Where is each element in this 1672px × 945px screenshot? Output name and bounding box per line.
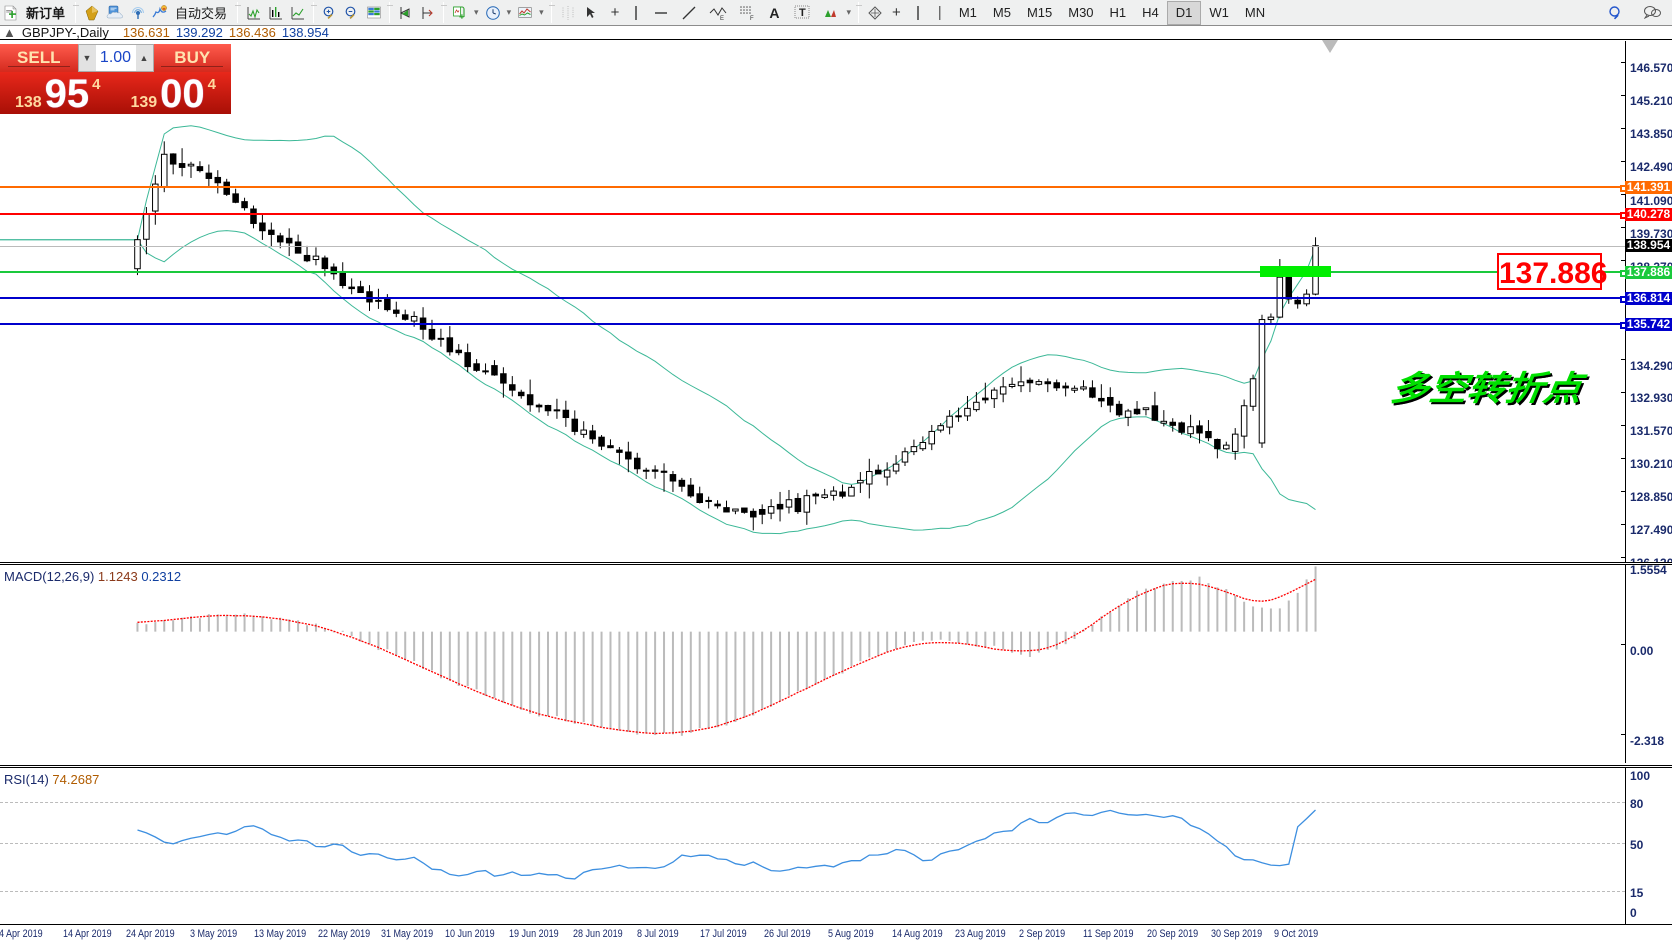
svg-text:F: F [750,16,754,21]
svg-text:E: E [720,16,724,21]
svg-text:T: T [799,7,806,19]
